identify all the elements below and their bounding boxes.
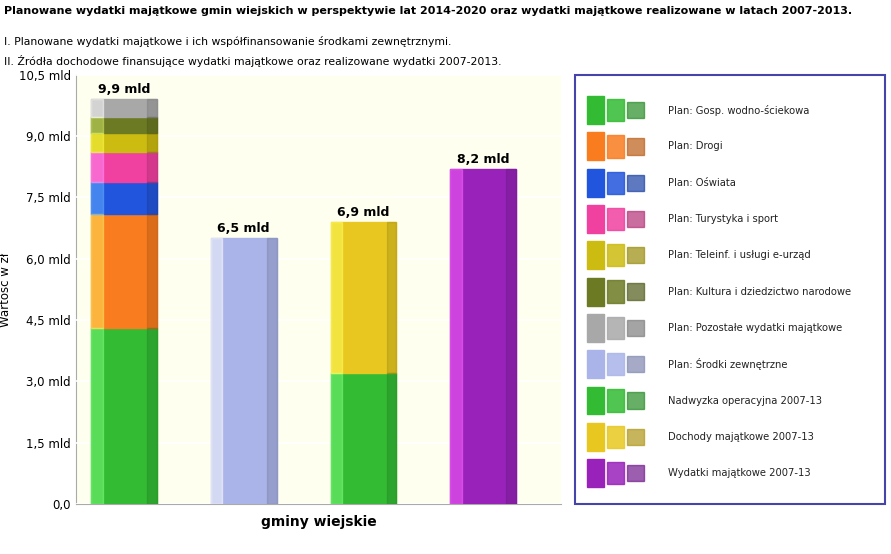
Bar [608, 135, 625, 157]
Bar [331, 373, 342, 504]
Bar [91, 214, 157, 329]
Text: Planowane wydatki majątkowe gmin wiejskich w perspektywie lat 2014-2020 oraz wyd: Planowane wydatki majątkowe gmin wiejski… [4, 6, 853, 16]
Bar [91, 329, 102, 504]
Bar [608, 172, 625, 194]
Bar [91, 214, 102, 329]
Bar [608, 99, 625, 121]
Text: 9,9 mld: 9,9 mld [97, 84, 150, 96]
Bar [627, 175, 644, 191]
Bar [587, 205, 604, 233]
Bar [587, 350, 604, 378]
Bar [627, 320, 644, 336]
Bar [587, 387, 604, 414]
Text: Plan: Kultura i dziedzictwo narodowe: Plan: Kultura i dziedzictwo narodowe [667, 286, 851, 296]
X-axis label: gminy wiejskie: gminy wiejskie [261, 515, 376, 529]
Bar [587, 423, 604, 451]
Bar [91, 99, 157, 117]
Bar [147, 152, 157, 182]
Bar [627, 102, 644, 118]
Text: I. Planowane wydatki majątkowe i ich współfinansowanie środkami zewnętrznymi.: I. Planowane wydatki majątkowe i ich wsp… [4, 36, 452, 47]
Bar [506, 169, 517, 504]
Text: Dochody majątkowe 2007-13: Dochody majątkowe 2007-13 [667, 432, 813, 442]
Bar [627, 392, 644, 409]
Bar [266, 238, 276, 504]
Bar [387, 222, 396, 373]
Bar [587, 278, 604, 306]
Text: Plan: Środki zewnętrzne: Plan: Środki zewnętrzne [667, 358, 788, 370]
Bar [91, 99, 102, 117]
Bar [331, 373, 396, 504]
Bar [331, 222, 396, 373]
Bar [608, 425, 625, 448]
Bar [451, 169, 462, 504]
Bar [91, 117, 157, 133]
Bar [608, 244, 625, 266]
Bar [147, 133, 157, 152]
Bar [210, 238, 276, 504]
Text: Nadwyzka operacyjna 2007-13: Nadwyzka operacyjna 2007-13 [667, 396, 822, 406]
Bar [627, 284, 644, 300]
Bar [608, 208, 625, 230]
Text: 6,9 mld: 6,9 mld [338, 206, 389, 219]
Bar [147, 117, 157, 133]
Text: Plan: Pozostałe wydatki majątkowe: Plan: Pozostałe wydatki majątkowe [667, 323, 842, 333]
Bar [587, 242, 604, 269]
Bar [91, 133, 102, 152]
Bar [587, 169, 604, 197]
Bar [608, 389, 625, 412]
Bar [147, 214, 157, 329]
Text: II. Źródła dochodowe finansujące wydatki majątkowe oraz realizowane wydatki 2007: II. Źródła dochodowe finansujące wydatki… [4, 55, 502, 68]
Text: 8,2 mld: 8,2 mld [457, 153, 510, 166]
Bar [91, 182, 102, 214]
Bar [210, 238, 223, 504]
Bar [147, 99, 157, 117]
Bar [451, 169, 517, 504]
Text: Plan: Turystyka i sport: Plan: Turystyka i sport [667, 214, 778, 224]
Text: 6,5 mld: 6,5 mld [217, 223, 270, 235]
Text: Plan: Gosp. wodno-ściekowa: Plan: Gosp. wodno-ściekowa [667, 105, 809, 116]
Text: Plan: Teleinf. i usługi e-urząd: Plan: Teleinf. i usługi e-urząd [667, 250, 811, 260]
Bar [627, 247, 644, 264]
Bar [91, 329, 157, 504]
Bar [608, 280, 625, 303]
Bar [147, 329, 157, 504]
Bar [147, 182, 157, 214]
Text: Plan: Oświata: Plan: Oświata [667, 178, 736, 188]
Bar [587, 132, 604, 160]
Bar [627, 138, 644, 155]
Text: Wydatki majątkowe 2007-13: Wydatki majątkowe 2007-13 [667, 468, 810, 478]
Bar [331, 222, 342, 373]
Bar [587, 314, 604, 342]
Text: Plan: Drogi: Plan: Drogi [667, 141, 723, 151]
Bar [91, 133, 157, 152]
Bar [627, 429, 644, 445]
Bar [387, 373, 396, 504]
Bar [91, 152, 157, 182]
Bar [608, 353, 625, 376]
Bar [587, 459, 604, 487]
Bar [627, 356, 644, 372]
Bar [627, 465, 644, 481]
Bar [91, 152, 102, 182]
Bar [608, 317, 625, 339]
Bar [91, 182, 157, 214]
Bar [608, 462, 625, 484]
Bar [587, 96, 604, 124]
Y-axis label: Wartość w zł: Wartość w zł [0, 252, 12, 327]
Bar [627, 211, 644, 227]
Bar [91, 117, 102, 133]
